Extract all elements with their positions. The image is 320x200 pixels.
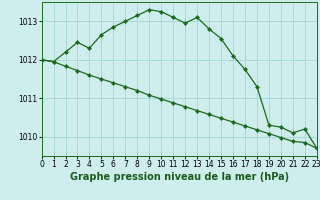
X-axis label: Graphe pression niveau de la mer (hPa): Graphe pression niveau de la mer (hPa) — [70, 172, 289, 182]
